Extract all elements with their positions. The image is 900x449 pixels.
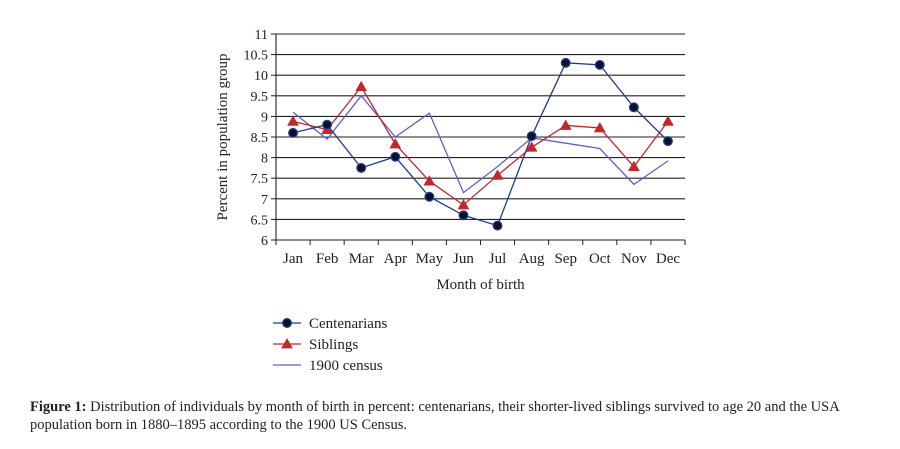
data-point (424, 191, 435, 202)
data-point (458, 210, 469, 221)
legend-marker (282, 318, 292, 328)
x-tick-label: Jan (283, 251, 303, 267)
data-point (663, 136, 673, 147)
legend-marker (281, 337, 293, 349)
y-tick-label: 10 (254, 69, 268, 84)
data-point (322, 119, 333, 130)
data-point (355, 80, 368, 92)
x-tick-label: Mar (349, 251, 374, 267)
series-line-1 (292, 85, 669, 206)
data-point (560, 57, 571, 68)
caption-text: Distribution of individuals by month of … (30, 399, 839, 433)
data-point (423, 175, 436, 186)
legend-label: Siblings (309, 337, 358, 353)
data-point (593, 121, 606, 133)
y-tick-label: 10.5 (244, 49, 269, 64)
data-point (627, 160, 640, 172)
y-tick-label: 6 (261, 234, 268, 249)
x-tick-label: Nov (621, 251, 647, 267)
legend-label: 1900 census (309, 358, 383, 374)
x-tick-label: Dec (656, 251, 680, 267)
y-tick-label: 8.5 (251, 131, 269, 146)
data-point (628, 102, 639, 113)
x-tick-label: Jun (453, 251, 474, 267)
data-point (288, 127, 298, 138)
x-tick-label: Sep (554, 251, 577, 267)
data-point (525, 141, 538, 152)
data-point (389, 138, 402, 149)
y-tick-label: 6.5 (251, 213, 269, 228)
x-tick-label: Apr (384, 251, 407, 267)
data-point (662, 115, 674, 126)
data-point (356, 162, 367, 173)
x-tick-label: Feb (316, 251, 339, 267)
data-point (526, 131, 537, 142)
x-tick-label: Oct (589, 251, 611, 267)
x-tick-label: Aug (519, 251, 545, 267)
data-point (287, 115, 299, 126)
data-point (457, 198, 470, 210)
data-point (594, 59, 605, 70)
y-axis-label: Percent in population group (215, 53, 231, 220)
series-line-0 (292, 62, 669, 227)
data-point (491, 169, 504, 180)
series-line-2 (292, 94, 669, 194)
figure-caption: Figure 1: Distribution of individuals by… (30, 398, 875, 434)
y-tick-label: 9.5 (251, 90, 269, 105)
data-point (559, 119, 572, 130)
legend-label: Centenarians (309, 316, 387, 332)
y-tick-label: 9 (261, 110, 268, 125)
y-tick-label: 7.5 (251, 172, 269, 187)
y-tick-label: 8 (261, 152, 268, 167)
y-tick-label: 11 (255, 28, 268, 43)
x-tick-label: May (416, 251, 444, 267)
data-point (390, 151, 401, 162)
data-point (492, 220, 503, 231)
caption-label: Figure 1: (30, 399, 87, 415)
x-tick-label: Jul (489, 251, 507, 267)
x-axis-label: Month of birth (436, 277, 525, 293)
y-tick-label: 7 (261, 193, 268, 208)
